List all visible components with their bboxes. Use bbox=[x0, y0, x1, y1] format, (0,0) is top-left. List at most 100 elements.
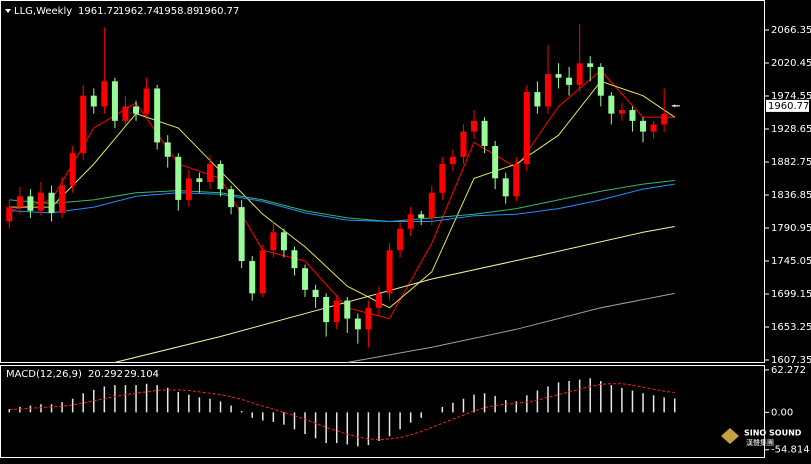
candle-body bbox=[133, 106, 140, 114]
candle-body bbox=[492, 146, 499, 179]
y-tick-label: 1790.95 bbox=[771, 223, 811, 234]
macd-value: 20.292 bbox=[88, 369, 123, 380]
candle-body bbox=[544, 74, 551, 107]
candle-body bbox=[16, 196, 23, 208]
candle-body bbox=[185, 178, 192, 200]
candle-body bbox=[217, 163, 224, 190]
moving-average bbox=[114, 226, 675, 363]
signal-value: 29.104 bbox=[124, 369, 159, 380]
candle-body bbox=[576, 63, 583, 85]
candle-body bbox=[502, 178, 509, 197]
candle-body bbox=[312, 289, 319, 297]
candle-body bbox=[513, 163, 520, 197]
y-tick-label: 1745.05 bbox=[771, 256, 811, 267]
candle-body bbox=[37, 192, 44, 211]
y-tick-label: 1882.75 bbox=[771, 157, 811, 168]
logo-icon bbox=[721, 428, 739, 444]
candle-body bbox=[206, 163, 213, 182]
moving-average bbox=[9, 183, 675, 222]
candle-body bbox=[175, 156, 182, 200]
candle-body bbox=[386, 250, 393, 294]
candle-body bbox=[661, 113, 668, 125]
candle-body bbox=[523, 92, 530, 164]
candle-body bbox=[27, 196, 34, 211]
candle-body bbox=[397, 228, 404, 251]
y-tick-label: 1699.15 bbox=[771, 289, 811, 300]
candle-body bbox=[249, 261, 256, 294]
close-value: 1960.77 bbox=[198, 6, 239, 17]
symbol-title: LLG,Weekly bbox=[14, 6, 72, 17]
candle-body bbox=[608, 95, 615, 114]
y-tick-label: 62.272 bbox=[771, 365, 806, 376]
candle-body bbox=[333, 300, 340, 323]
candle-body bbox=[280, 232, 287, 251]
candle-body bbox=[69, 153, 76, 186]
moving-average bbox=[9, 80, 675, 309]
candle-body bbox=[344, 300, 351, 319]
candle-body bbox=[196, 178, 203, 182]
open-value: 1961.72 bbox=[78, 6, 119, 17]
y-tick-label: 1607.35 bbox=[771, 355, 811, 366]
candle-body bbox=[122, 106, 129, 121]
candle-body bbox=[6, 207, 13, 222]
logo-text: SINO SOUND bbox=[744, 429, 802, 438]
candle-body bbox=[291, 250, 298, 269]
logo-subtext: 漢聲集團 bbox=[746, 438, 774, 447]
candle-body bbox=[566, 77, 573, 85]
moving-average bbox=[347, 292, 675, 363]
y-tick-label: 0.00 bbox=[771, 407, 793, 418]
y-tick-label: 1974.55 bbox=[771, 91, 811, 102]
candle-body bbox=[449, 156, 456, 164]
candle-body bbox=[407, 214, 414, 229]
y-tick-label: 1836.85 bbox=[771, 190, 811, 201]
candle-body bbox=[302, 268, 309, 290]
signal-line bbox=[9, 383, 675, 441]
candle-body bbox=[587, 63, 594, 67]
last-price-box bbox=[766, 99, 809, 112]
y-tick-label: 1653.25 bbox=[771, 322, 811, 333]
moving-average bbox=[9, 180, 675, 223]
candle-body bbox=[365, 307, 372, 330]
candle-body bbox=[154, 88, 161, 143]
candle-body bbox=[375, 293, 382, 308]
candle-body bbox=[481, 120, 488, 147]
last-price-label: 1960.77 bbox=[768, 101, 809, 112]
high-value: 1962.74 bbox=[118, 6, 159, 17]
y-tick-label: -54.814 bbox=[771, 445, 810, 456]
macd-panel bbox=[0, 365, 765, 458]
candle-body bbox=[534, 92, 541, 107]
main-panel bbox=[0, 0, 765, 363]
candle-body bbox=[238, 207, 245, 262]
candle-body bbox=[164, 142, 171, 157]
candle-body bbox=[111, 81, 118, 121]
candle-body bbox=[555, 74, 562, 78]
candle-body bbox=[323, 296, 330, 323]
logo: SINO SOUND 漢聲集團 bbox=[721, 428, 802, 447]
macd-title: MACD(12,26,9) bbox=[6, 369, 82, 380]
candle-body bbox=[460, 131, 467, 157]
candle-body bbox=[629, 110, 636, 121]
y-tick-label: 1928.65 bbox=[771, 124, 811, 135]
candle-body bbox=[270, 232, 277, 251]
candle-body bbox=[228, 189, 235, 208]
candle-body bbox=[597, 66, 604, 96]
candle-body bbox=[471, 120, 478, 132]
candle-body bbox=[418, 214, 425, 218]
candle-body bbox=[48, 192, 55, 213]
candle-body bbox=[640, 120, 647, 132]
candle-body bbox=[650, 124, 657, 132]
y-tick-label: 2066.35 bbox=[771, 25, 811, 36]
candle-body bbox=[428, 192, 435, 218]
candle-body bbox=[618, 110, 625, 114]
candle-body bbox=[90, 95, 97, 107]
candle-body bbox=[59, 185, 66, 213]
menu-arrow bbox=[5, 9, 11, 13]
candle-body bbox=[101, 81, 108, 107]
candle-body bbox=[80, 95, 87, 154]
candle-body bbox=[439, 163, 446, 193]
candle-body bbox=[259, 250, 266, 294]
candle-body bbox=[143, 88, 150, 114]
low-value: 1958.89 bbox=[158, 6, 199, 17]
y-tick-label: 2020.45 bbox=[771, 58, 811, 69]
